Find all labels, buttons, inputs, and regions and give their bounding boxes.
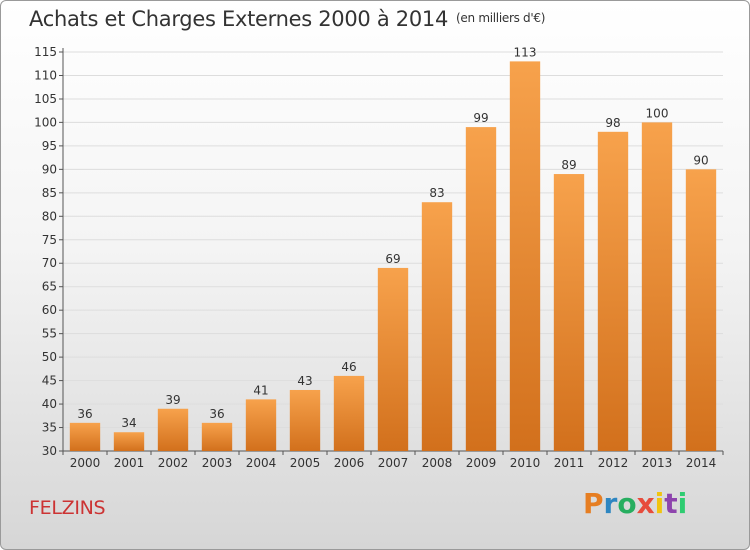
y-tick-label: 110	[34, 68, 57, 82]
logo-letter: P	[583, 487, 604, 520]
data-label-2008: 83	[429, 186, 444, 200]
logo-letter: o	[617, 487, 637, 520]
y-tick-label: 35	[42, 421, 57, 435]
data-label-2006: 46	[341, 360, 356, 374]
logo-letter: t	[664, 487, 678, 520]
x-tick-label: 2014	[686, 456, 717, 470]
unit-label: (en milliers d'€)	[456, 11, 546, 25]
data-label-2013: 100	[646, 106, 669, 120]
proxiti-logo: Proxiti	[583, 487, 687, 520]
y-tick-label: 95	[42, 139, 57, 153]
y-tick-label: 90	[42, 162, 57, 176]
bar-2011	[553, 174, 585, 451]
x-tick-label: 2012	[598, 456, 629, 470]
data-label-2004: 41	[253, 383, 268, 397]
data-label-2012: 98	[605, 116, 620, 130]
bar-2002	[157, 408, 189, 451]
data-label-2005: 43	[297, 374, 312, 388]
y-tick-label: 60	[42, 303, 57, 317]
bar-2012	[597, 131, 629, 452]
x-tick-labels: 2000 2001 2002 2003 2004 2005 2006 2007 2008 2009…	[62, 451, 724, 470]
x-tick-label: 2003	[202, 456, 233, 470]
y-tick-label: 105	[34, 92, 57, 106]
y-tick-label: 70	[42, 256, 57, 270]
x-tick-label: 2001	[114, 456, 145, 470]
chart-title: Achats et Charges Externes 2000 à 2014 (e…	[29, 7, 545, 31]
y-tick-label: 85	[42, 186, 57, 200]
x-tick-label: 2011	[554, 456, 585, 470]
x-tick-label: 2010	[510, 456, 541, 470]
chart-title-text: Achats et Charges Externes 2000 à 2014	[29, 7, 449, 31]
x-tick-label: 2008	[422, 456, 453, 470]
x-tick-label: 2013	[642, 456, 673, 470]
place-name: FELZINS	[29, 497, 106, 519]
data-label-2001: 34	[121, 416, 136, 430]
data-labels: 36 34 39 36 41 43 46 69 83 99 113 89 98 100 90	[77, 45, 708, 430]
data-label-2009: 99	[473, 111, 488, 125]
logo-letter: i	[677, 487, 688, 520]
bar-2000	[69, 422, 101, 451]
data-label-2002: 39	[165, 393, 180, 407]
bar-2009	[465, 127, 497, 451]
data-label-2000: 36	[77, 407, 92, 421]
bar-2003	[201, 422, 233, 451]
x-tick-label: 2007	[378, 456, 409, 470]
x-tick-label: 2004	[246, 456, 277, 470]
x-tick-label: 2000	[70, 456, 101, 470]
bar-2006	[333, 375, 365, 451]
y-tick-label: 40	[42, 397, 57, 411]
data-label-2014: 90	[693, 153, 708, 167]
y-tick-label: 75	[42, 233, 57, 247]
data-label-2003: 36	[209, 407, 224, 421]
y-tick-labels: 30 35 40 45 50 55 60 65 70 75 80 85 90 95 100 105 110 115	[34, 45, 57, 458]
logo-letter: x	[636, 487, 655, 520]
bar-2004	[245, 399, 277, 451]
bar-2014	[685, 169, 717, 451]
x-tick-label: 2002	[158, 456, 189, 470]
y-tick-label: 30	[42, 444, 57, 458]
y-tick-label: 80	[42, 209, 57, 223]
y-tick-label: 100	[34, 115, 57, 129]
data-label-2010: 113	[514, 45, 537, 59]
y-tick-label: 115	[34, 45, 57, 59]
y-tick-label: 55	[42, 327, 57, 341]
data-label-2011: 89	[561, 158, 576, 172]
x-tick-label: 2009	[466, 456, 497, 470]
y-tick-label: 65	[42, 280, 57, 294]
logo-letter: r	[603, 487, 618, 520]
bar-2001	[113, 432, 145, 451]
bar-2007	[377, 267, 409, 451]
logo-letter: i	[654, 487, 665, 520]
bar-2005	[289, 389, 321, 451]
x-tick-label: 2006	[334, 456, 365, 470]
bars	[69, 61, 717, 452]
y-tick-label: 45	[42, 374, 57, 388]
data-label-2007: 69	[385, 252, 400, 266]
x-tick-label: 2005	[290, 456, 321, 470]
bar-2013	[641, 122, 673, 451]
bar-2008	[421, 202, 453, 451]
bar-2010	[509, 61, 541, 451]
y-tick-label: 50	[42, 350, 57, 364]
